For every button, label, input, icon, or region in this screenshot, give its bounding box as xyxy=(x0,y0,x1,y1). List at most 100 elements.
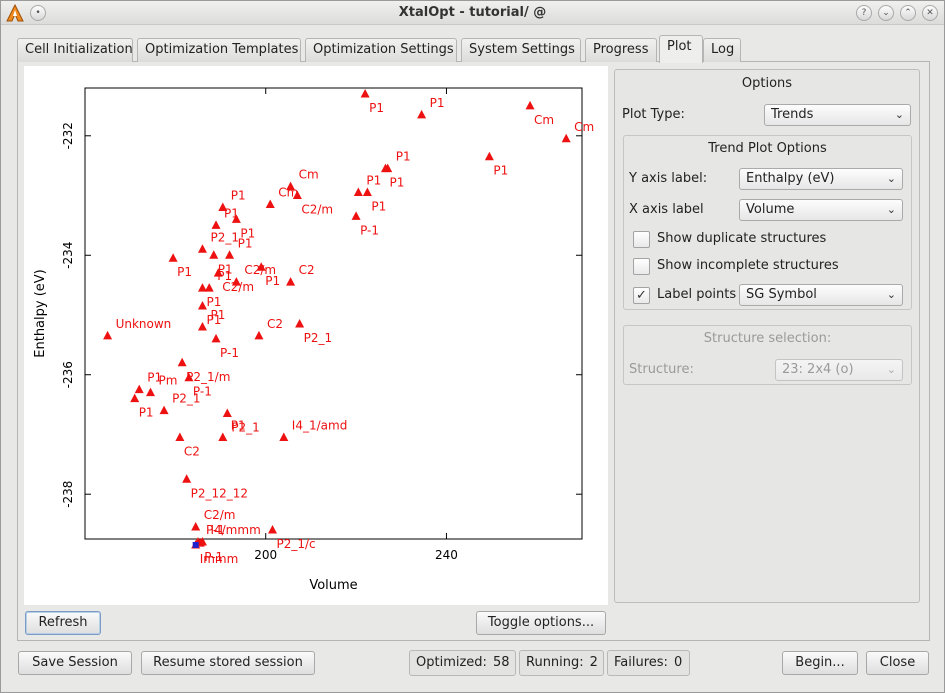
data-point-label: P1 xyxy=(366,174,381,188)
window-menu-icon[interactable]: • xyxy=(30,5,46,21)
data-point-marker xyxy=(130,393,140,403)
show-incomplete-checkbox[interactable] xyxy=(633,258,650,275)
data-point-marker xyxy=(225,250,235,259)
data-point-label: P2_1 xyxy=(304,331,333,345)
label-points-value: SG Symbol xyxy=(746,287,817,302)
checkmark-icon: ✓ xyxy=(636,288,647,303)
plot-type-select[interactable]: Trends ⌄ xyxy=(764,104,911,126)
data-point-marker xyxy=(211,333,221,343)
structure-label: Structure: xyxy=(629,362,694,377)
failures-count: 0 xyxy=(673,655,683,670)
refresh-button[interactable]: Refresh xyxy=(25,611,101,635)
data-point-label: P1 xyxy=(218,262,233,276)
begin-button[interactable]: Begin... xyxy=(782,651,858,675)
data-point-label: P1 xyxy=(147,371,162,385)
data-point-label: Cm xyxy=(574,120,594,134)
title-bar: • XtalOpt - tutorial/ @ ? ⌄ ⌃ ✕ xyxy=(1,1,944,25)
y-tick-label: -232 xyxy=(61,122,75,149)
tab-log[interactable]: Log xyxy=(703,38,741,62)
data-point-label: C2/m xyxy=(301,203,333,217)
tab-progress[interactable]: Progress xyxy=(585,38,657,62)
data-point-marker xyxy=(218,432,228,441)
data-point-marker xyxy=(380,163,390,173)
trend-plot[interactable]: 200 240 -232 -234 -236 -238 Volume Enthalpy (eV… xyxy=(24,66,608,605)
y-tick-label: -234 xyxy=(61,242,75,269)
tab-optimization-templates[interactable]: Optimization Templates xyxy=(137,38,301,62)
window-title: XtalOpt - tutorial/ @ xyxy=(398,5,547,20)
data-point-marker xyxy=(159,405,169,415)
x-axis-label-label: X axis label xyxy=(629,202,704,217)
data-point-label: P1 xyxy=(493,164,508,178)
save-session-button[interactable]: Save Session xyxy=(18,651,132,675)
running-count: 2 xyxy=(589,655,598,670)
label-points-checkbox[interactable]: ✓ xyxy=(633,287,650,304)
chevron-down-icon: ⌄ xyxy=(894,108,904,121)
x-tick-label: 200 xyxy=(254,548,277,562)
tab-optimization-settings[interactable]: Optimization Settings xyxy=(305,38,457,62)
plot-frame xyxy=(84,87,583,540)
data-point-marker xyxy=(484,151,494,161)
data-point-label: Cm xyxy=(299,168,319,182)
data-point-marker xyxy=(231,214,241,223)
tab-system-settings[interactable]: System Settings xyxy=(461,38,581,62)
y-axis-label-select[interactable]: Enthalpy (eV) ⌄ xyxy=(739,168,903,190)
data-point-marker xyxy=(197,536,207,546)
plot-canvas[interactable]: 200 240 -232 -234 -236 -238 Volume Enthalpy (eV… xyxy=(24,66,608,605)
data-point-label: P-1 xyxy=(206,523,225,537)
show-duplicate-checkbox[interactable] xyxy=(633,231,650,248)
y-tick-label: -236 xyxy=(61,361,75,388)
resume-session-button[interactable]: Resume stored session xyxy=(141,651,315,675)
data-point-marker xyxy=(561,133,571,143)
tab-cell-initialization[interactable]: Cell Initialization xyxy=(17,38,133,62)
data-point-marker xyxy=(146,387,156,397)
data-point-label: P1 xyxy=(238,236,253,250)
chevron-down-icon: ⌄ xyxy=(886,363,896,376)
data-point-label: P1 xyxy=(224,206,239,220)
data-point-marker xyxy=(360,88,370,98)
x-axis-label-select[interactable]: Volume ⌄ xyxy=(739,199,903,221)
close-button[interactable]: Close xyxy=(866,651,929,675)
maximize-icon[interactable]: ⌃ xyxy=(900,5,916,21)
data-point-marker xyxy=(295,318,305,328)
label-points-select[interactable]: SG Symbol ⌄ xyxy=(739,284,903,306)
data-point-label: Cm xyxy=(278,185,298,199)
data-point-label: P2_12_12 xyxy=(191,486,248,500)
close-window-icon[interactable]: ✕ xyxy=(922,5,938,21)
data-point-marker xyxy=(103,330,113,340)
y-axis-label: Enthalpy (eV) xyxy=(33,269,48,357)
data-point-label: P-1 xyxy=(193,385,212,399)
trend-plot-options-group: Trend Plot Options Y axis label: Enthalp… xyxy=(623,135,912,310)
options-title: Options xyxy=(741,76,793,91)
data-point-label: P-1 xyxy=(220,346,239,360)
x-axis-label: Volume xyxy=(309,578,357,593)
data-point-marker xyxy=(182,474,192,483)
data-point-label: P1 xyxy=(210,308,225,322)
data-point-marker xyxy=(134,384,144,394)
data-point-label: I4_1/amd xyxy=(292,418,348,432)
data-point-label: P1 xyxy=(240,226,255,240)
minimize-icon[interactable]: ⌄ xyxy=(878,5,894,21)
data-point-label: P1 xyxy=(231,418,246,432)
data-point-marker xyxy=(362,187,372,197)
data-point-label: P1 xyxy=(139,406,154,420)
data-point-marker xyxy=(209,250,219,259)
data-point-label: P1 xyxy=(396,150,411,164)
tab-plot[interactable]: Plot xyxy=(659,35,703,63)
data-point-marker xyxy=(279,432,289,441)
data-point-marker xyxy=(286,277,296,286)
structure-select[interactable]: 23: 2x4 (o) ⌄ xyxy=(775,359,903,381)
data-point-label: Cm xyxy=(534,113,554,127)
data-point-marker xyxy=(256,262,266,271)
help-icon[interactable]: ? xyxy=(856,5,872,21)
data-point-label: P2_1 xyxy=(231,421,260,435)
data-point-label: P1 xyxy=(217,269,232,283)
structure-value: 23: 2x4 (o) xyxy=(782,362,854,377)
running-label: Running: xyxy=(526,655,584,670)
structure-selection-title: Structure selection: xyxy=(703,331,832,346)
toggle-options-button[interactable]: Toggle options... xyxy=(476,611,606,635)
show-duplicate-label: Show duplicate structures xyxy=(657,231,827,246)
data-point-marker xyxy=(222,408,232,418)
data-point-marker xyxy=(213,268,223,277)
data-point-label: C2/m xyxy=(222,280,254,294)
